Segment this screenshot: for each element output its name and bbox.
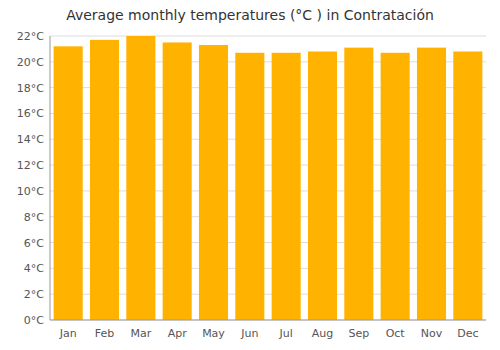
bar — [308, 51, 337, 320]
y-tick-label: 12°C — [17, 159, 44, 172]
bar — [272, 53, 301, 320]
bar — [126, 36, 155, 320]
x-tick-label: Apr — [168, 327, 188, 340]
page: {"chart_data": {"type": "bar", "title": … — [0, 0, 500, 350]
y-tick-label: 18°C — [17, 82, 44, 95]
x-axis-line — [50, 320, 486, 321]
x-tick-label: Jun — [240, 327, 258, 340]
y-tick-label: 16°C — [17, 107, 44, 120]
x-tick-label: Feb — [95, 327, 114, 340]
bar — [381, 53, 410, 320]
y-tick-label: 8°C — [24, 211, 44, 224]
x-tick-label: Sep — [348, 327, 369, 340]
bar — [417, 48, 446, 320]
title: Average monthly temperatures (°C ) in Co… — [66, 7, 434, 23]
x-tick-label: Mar — [130, 327, 151, 340]
grid-line — [50, 36, 486, 37]
x-tick-label: Jul — [279, 327, 293, 340]
x-tick-label: Jan — [59, 327, 77, 340]
y-axis-line — [50, 36, 51, 320]
y-tick-label: 2°C — [24, 288, 44, 301]
y-tick-label: 14°C — [17, 133, 44, 146]
bar — [90, 40, 119, 320]
chart-svg: Average monthly temperatures (°C ) in Co… — [0, 0, 500, 350]
y-tick-label: 20°C — [17, 56, 44, 69]
bar — [54, 46, 83, 320]
grid-line — [50, 320, 486, 321]
bar — [453, 51, 482, 320]
x-tick-label: Oct — [386, 327, 406, 340]
bar — [235, 53, 264, 320]
x-tick-label: Dec — [457, 327, 478, 340]
bars — [54, 36, 483, 320]
bar — [163, 42, 192, 320]
bar — [344, 48, 373, 320]
y-grid — [50, 36, 486, 320]
y-tick-label: 22°C — [17, 30, 44, 43]
y-tick-label: 0°C — [24, 314, 44, 327]
y-tick-label: 4°C — [24, 262, 44, 275]
y-tick-label: 6°C — [24, 237, 44, 250]
y-tick-label: 10°C — [17, 185, 44, 198]
bar — [199, 45, 228, 320]
x-tick-label: Nov — [421, 327, 443, 340]
x-tick-label: May — [202, 327, 225, 340]
x-tick-label: Aug — [312, 327, 333, 340]
chart-container: Average monthly temperatures (°C ) in Co… — [0, 0, 500, 350]
